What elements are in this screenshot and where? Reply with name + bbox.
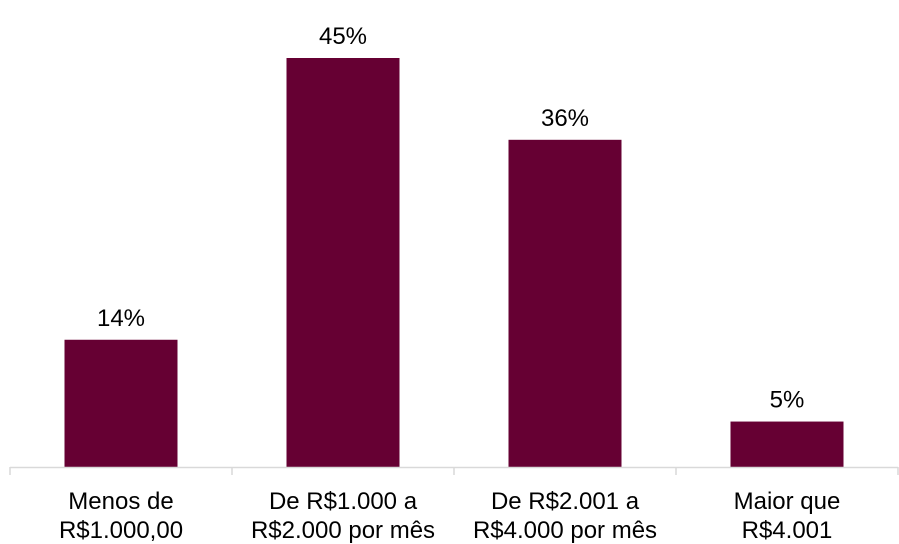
category-label-line: R$1.000,00 xyxy=(59,517,183,544)
value-labels-group: 14% 45% 36% 5% xyxy=(97,23,804,414)
category-label-line: R$2.000 por mês xyxy=(251,517,435,544)
bars-group xyxy=(64,58,844,468)
category-label: Menos de R$1.000,00 xyxy=(59,488,183,544)
bar xyxy=(64,339,178,467)
category-label: Maior que R$4.001 xyxy=(734,488,841,544)
bar xyxy=(730,421,844,467)
category-label-line: De R$1.000 a xyxy=(269,488,418,515)
category-label-line: R$4.000 por mês xyxy=(473,517,657,544)
category-label-line: Maior que xyxy=(734,488,841,515)
category-label: De R$2.001 a R$4.000 por mês xyxy=(473,488,657,544)
bar-value-label: 36% xyxy=(541,105,589,132)
category-label-line: R$4.001 xyxy=(742,517,833,544)
bar-value-label: 14% xyxy=(97,305,145,332)
x-axis-ticks-group xyxy=(9,467,899,475)
bar-value-label: 45% xyxy=(319,23,367,50)
bar-value-label: 5% xyxy=(770,387,805,414)
category-label-line: Menos de xyxy=(68,488,173,515)
category-labels-group: Menos de R$1.000,00 De R$1.000 a R$2.000 po… xyxy=(59,488,840,544)
bar xyxy=(508,139,622,468)
bar xyxy=(286,58,400,467)
category-label-line: De R$2.001 a xyxy=(491,488,640,515)
category-label: De R$1.000 a R$2.000 por mês xyxy=(251,488,435,544)
